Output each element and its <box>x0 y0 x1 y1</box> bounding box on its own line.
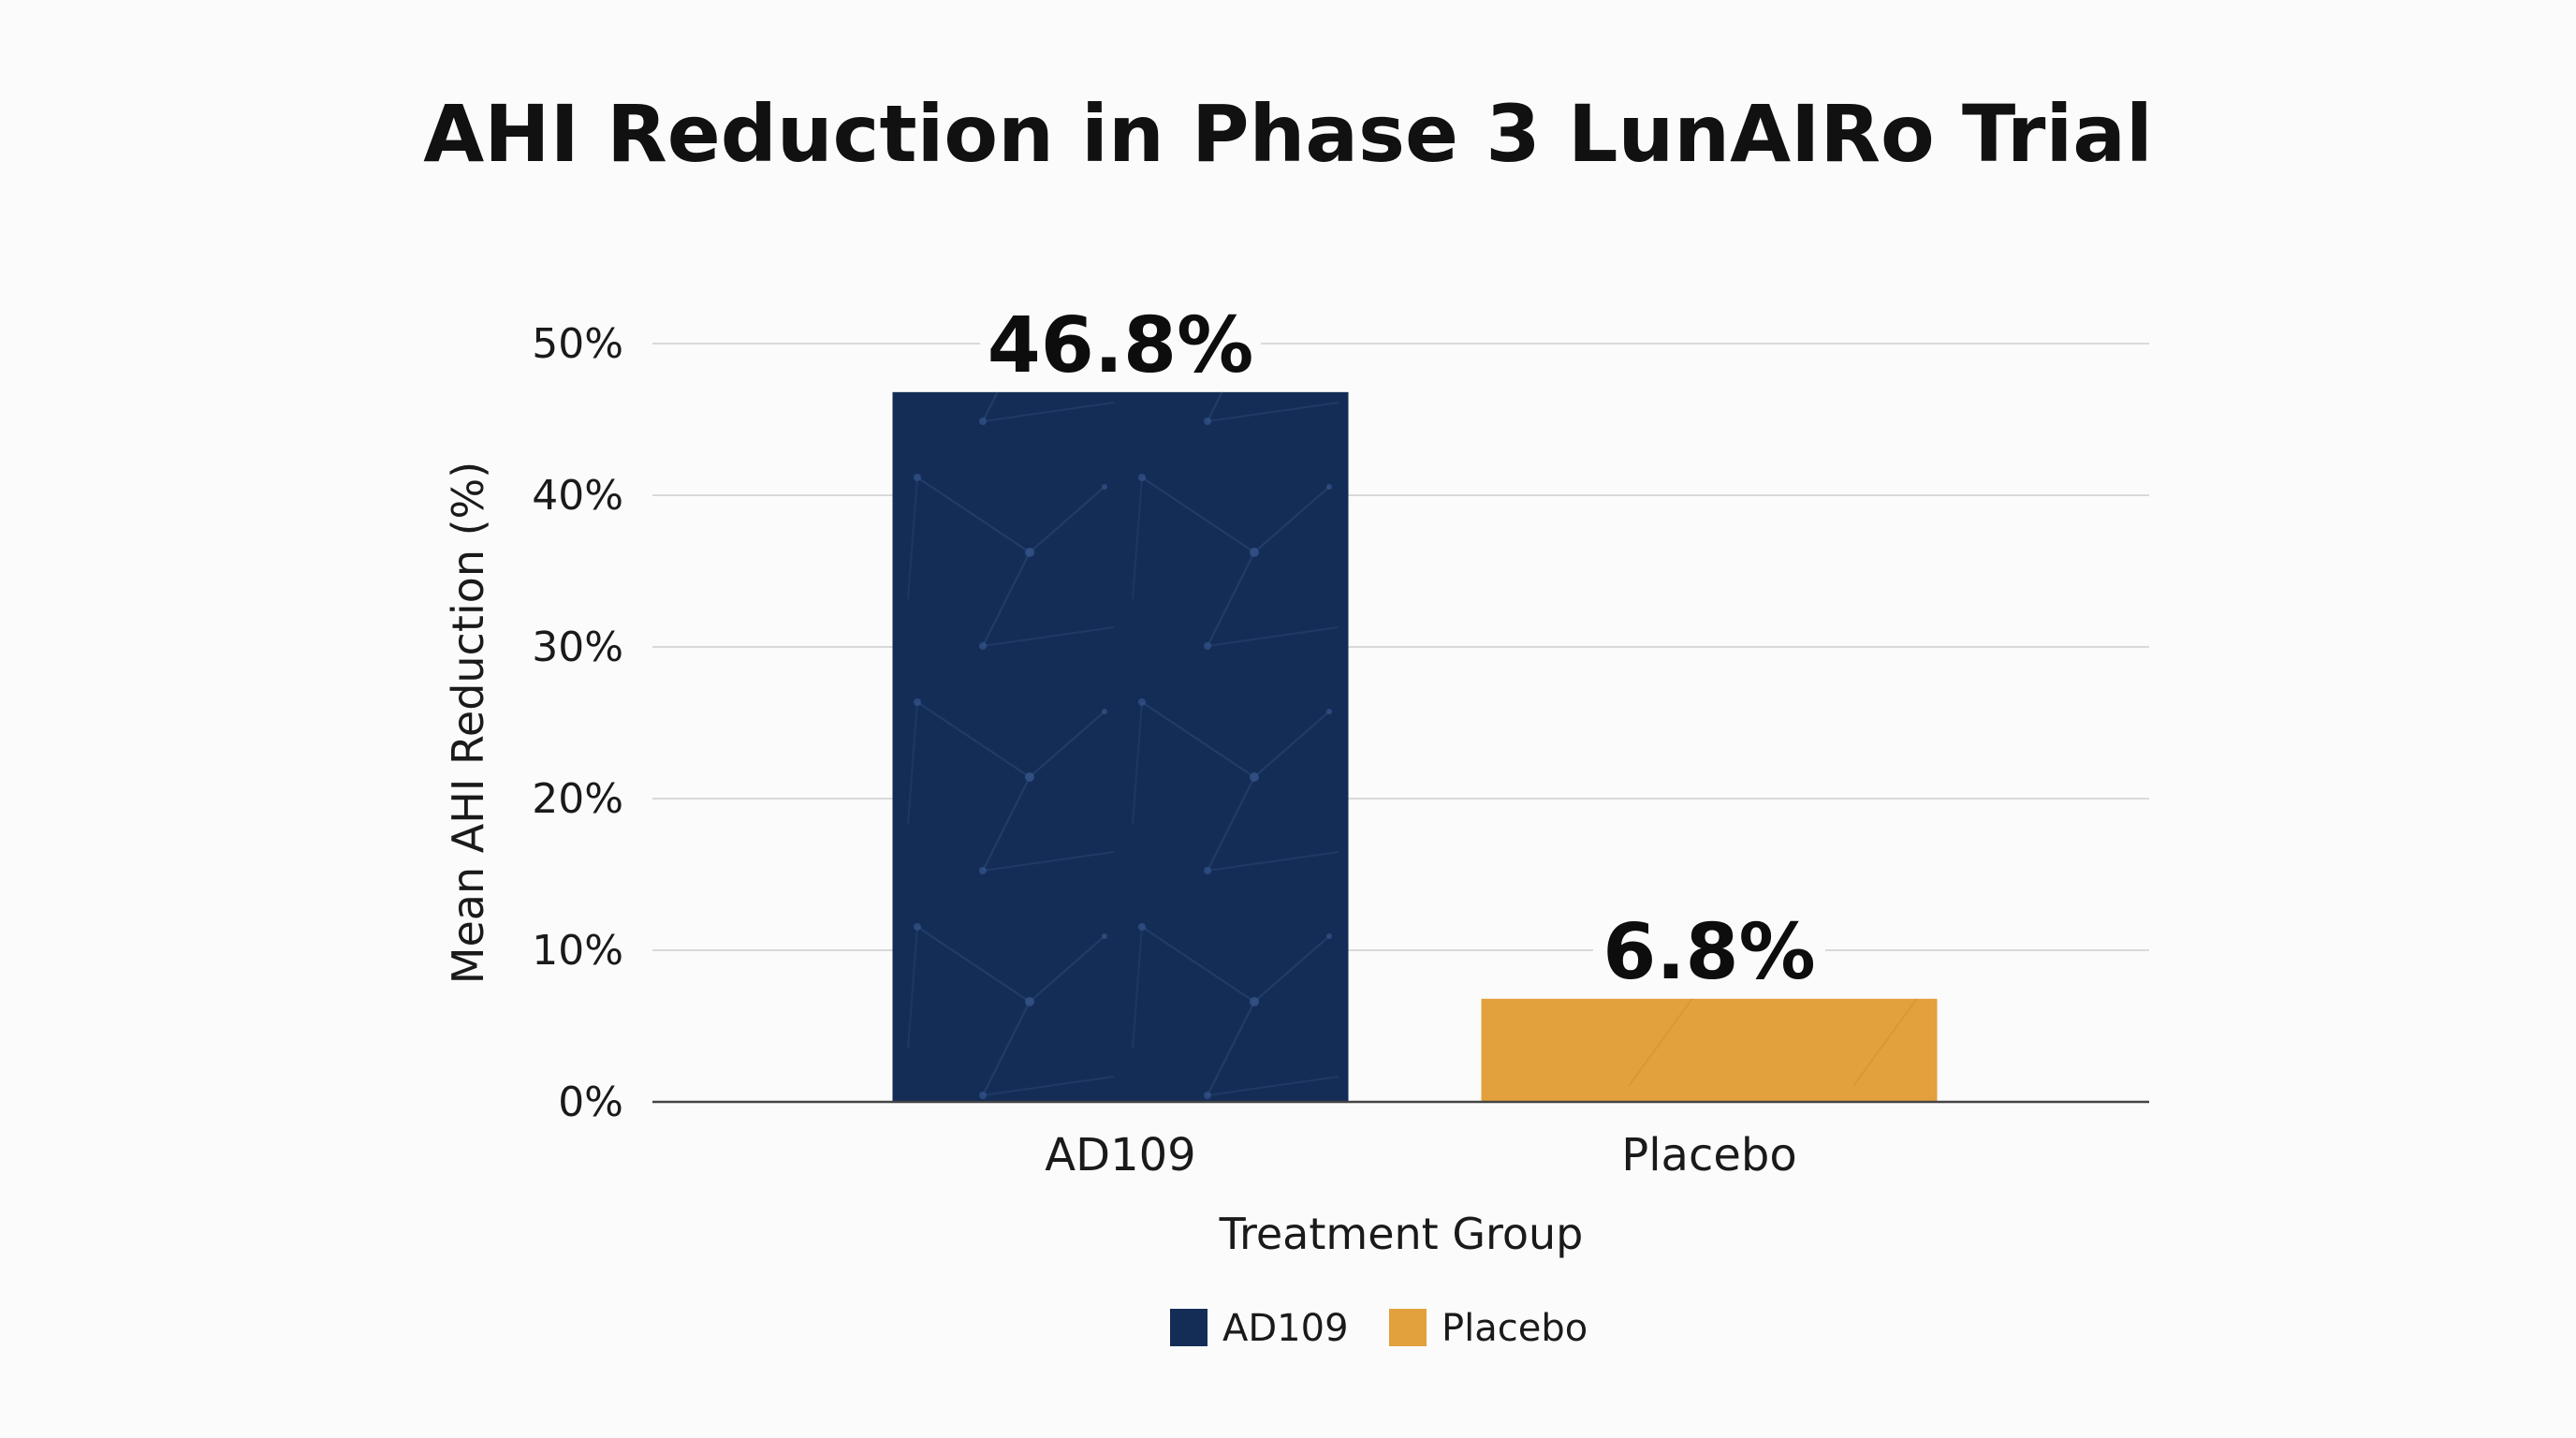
gridlines <box>652 343 2149 951</box>
legend: AD109 Placebo <box>1170 1307 1588 1350</box>
bar-texture <box>1481 998 1938 1102</box>
data-labels: 46.8% 6.8% <box>980 301 1825 997</box>
y-tick-label: 20% <box>532 775 623 823</box>
data-label: 6.8% <box>1603 908 1815 997</box>
data-label-background <box>980 305 1261 385</box>
legend-label: AD109 <box>1222 1307 1349 1350</box>
bar-texture <box>892 391 1349 1103</box>
x-axis-categories: AD109 Placebo <box>1045 1129 1796 1181</box>
y-tick-label: 0% <box>558 1078 623 1126</box>
y-tick-label: 30% <box>532 624 623 671</box>
y-axis-title: Mean AHI Reduction (%) <box>443 462 493 984</box>
x-category-label: Placebo <box>1621 1129 1796 1181</box>
legend-swatch <box>1389 1309 1427 1346</box>
y-tick-label: 10% <box>532 927 623 975</box>
x-axis-title: Treatment Group <box>1219 1209 1584 1259</box>
y-tick-label: 40% <box>532 472 623 520</box>
data-label-background <box>1593 912 1825 991</box>
data-label: 46.8% <box>988 301 1253 390</box>
chart-title: AHI Reduction in Phase 3 LunAIRo Trial <box>423 88 2152 180</box>
x-category-label: AD109 <box>1045 1129 1195 1181</box>
y-axis-ticks: 0% 10% 20% 30% 40% 50% <box>532 320 623 1126</box>
bars <box>892 391 1938 1103</box>
legend-label: Placebo <box>1442 1307 1588 1350</box>
legend-swatch <box>1170 1309 1208 1346</box>
y-tick-label: 50% <box>532 320 623 368</box>
